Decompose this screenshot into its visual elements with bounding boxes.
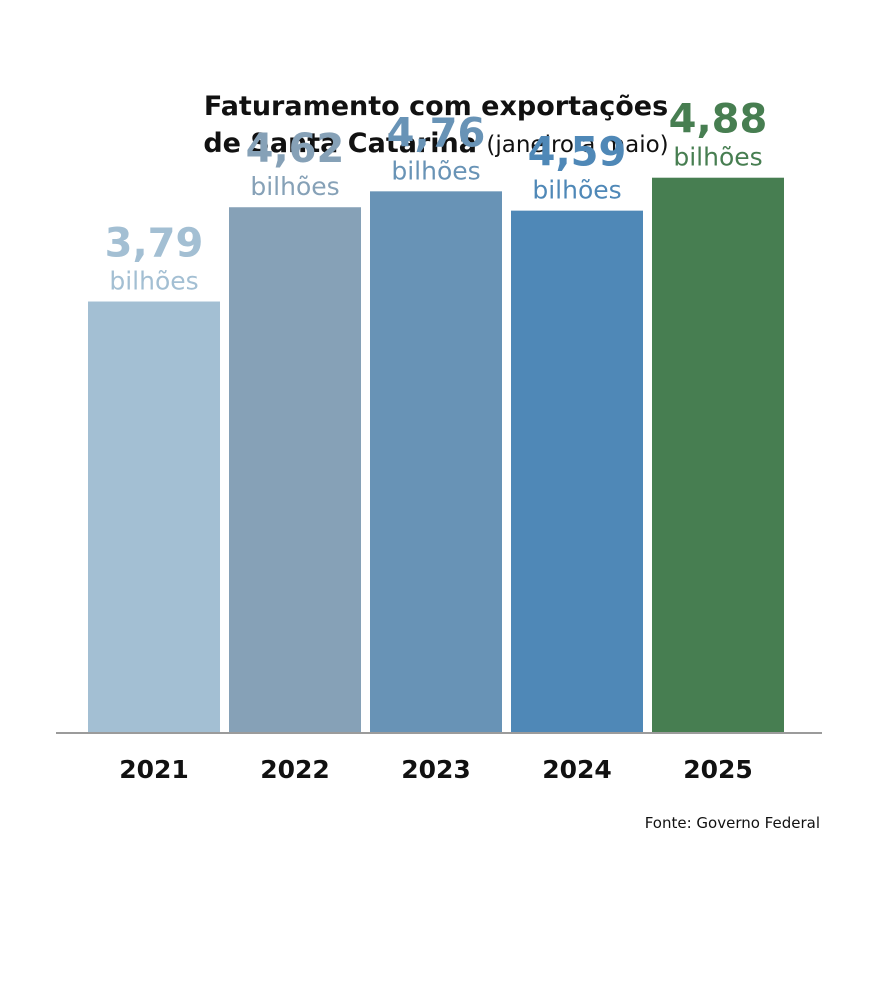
- x-tick-label-2023: 2023: [401, 755, 471, 784]
- unit-label-2022: bilhões: [250, 172, 339, 201]
- unit-label-2023: bilhões: [391, 156, 480, 185]
- x-tick-label-2025: 2025: [683, 755, 753, 784]
- title-line-2: de Santa Catarina (janeiro a maio): [0, 125, 872, 164]
- bar-2025: [652, 177, 784, 732]
- value-label-2022: 4,62: [246, 126, 345, 172]
- unit-label-2021: bilhões: [109, 267, 198, 296]
- bar-2023: [370, 191, 502, 733]
- bar-2024: [511, 210, 643, 733]
- chart-title: Faturamento com exportações de Santa Cat…: [0, 88, 872, 164]
- unit-label-2024: bilhões: [532, 176, 621, 205]
- value-label-2025: 4,88: [669, 97, 768, 143]
- value-label-2024: 4,59: [528, 130, 627, 176]
- value-label-2023: 4,76: [387, 110, 486, 156]
- source-note: Fonte: Governo Federal: [644, 814, 820, 832]
- x-tick-label-2022: 2022: [260, 755, 330, 784]
- title-line-2-main: de Santa Catarina: [203, 128, 477, 159]
- title-line-1: Faturamento com exportações: [203, 91, 669, 122]
- bar-2021: [88, 301, 220, 732]
- title-period: (janeiro a maio): [486, 132, 669, 158]
- bar-2022: [229, 207, 361, 732]
- value-label-2021: 3,79: [105, 221, 204, 267]
- unit-label-2025: bilhões: [673, 143, 762, 172]
- x-tick-label-2024: 2024: [542, 755, 612, 784]
- x-tick-label-2021: 2021: [119, 755, 189, 784]
